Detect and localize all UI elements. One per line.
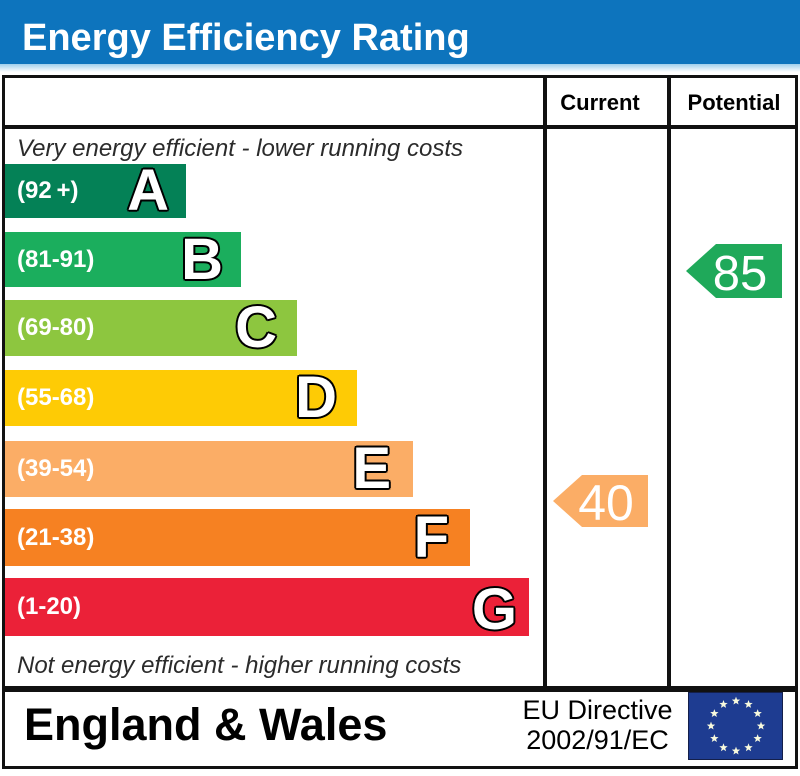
- svg-text:40: 40: [578, 475, 634, 527]
- svg-text:85: 85: [713, 247, 768, 298]
